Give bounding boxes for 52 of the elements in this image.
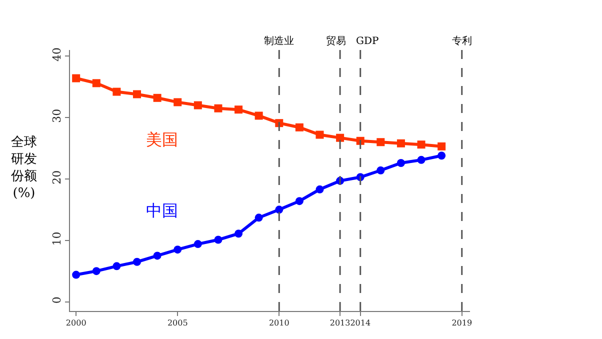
y-tick-label: 0 <box>50 296 64 304</box>
point <box>112 262 121 270</box>
y-tick-label: 40 <box>50 47 64 62</box>
x-tick-label: 2014 <box>350 318 371 328</box>
y-tick-label: 20 <box>50 170 64 184</box>
x-tick-label: 2005 <box>167 318 188 328</box>
point <box>112 88 121 96</box>
ref-line-label: 专利 <box>452 35 472 47</box>
point <box>336 134 344 142</box>
point <box>194 240 202 248</box>
point <box>417 156 426 164</box>
point <box>133 90 142 98</box>
point <box>133 258 142 266</box>
x-tick-label: 2013 <box>330 318 350 328</box>
series-label: 中国 <box>146 201 178 220</box>
point <box>316 185 324 194</box>
point <box>275 206 284 214</box>
point <box>295 123 304 132</box>
point <box>438 142 446 150</box>
point <box>438 152 446 160</box>
point <box>174 98 182 106</box>
point <box>72 270 80 279</box>
point <box>214 104 222 112</box>
series-label: 美国 <box>146 130 178 149</box>
point <box>92 79 100 88</box>
point <box>254 112 263 120</box>
point <box>254 214 263 222</box>
point <box>396 159 405 167</box>
point <box>194 101 202 110</box>
point <box>417 140 426 149</box>
point <box>396 139 405 148</box>
y-axis-title: 全球研发份额(%) <box>10 134 38 202</box>
point <box>316 130 324 139</box>
y-tick-label: 30 <box>50 108 64 123</box>
point <box>376 138 385 146</box>
ref-line-label: 制造业 <box>264 35 294 47</box>
x-tick-label: 2000 <box>66 318 86 328</box>
ref-line-label: 贸易 <box>326 35 346 47</box>
point <box>72 74 80 82</box>
point <box>376 166 385 174</box>
point <box>295 197 304 206</box>
point <box>92 267 100 276</box>
x-tick-label: 2010 <box>268 318 290 328</box>
x-tick-label: 2019 <box>452 318 472 328</box>
point <box>234 106 243 114</box>
point <box>234 230 243 238</box>
point <box>153 94 162 102</box>
point <box>214 236 222 244</box>
point <box>153 252 162 260</box>
y-tick-label: 10 <box>50 232 64 246</box>
point <box>174 246 182 254</box>
ref-line-label: GDP <box>356 36 380 47</box>
